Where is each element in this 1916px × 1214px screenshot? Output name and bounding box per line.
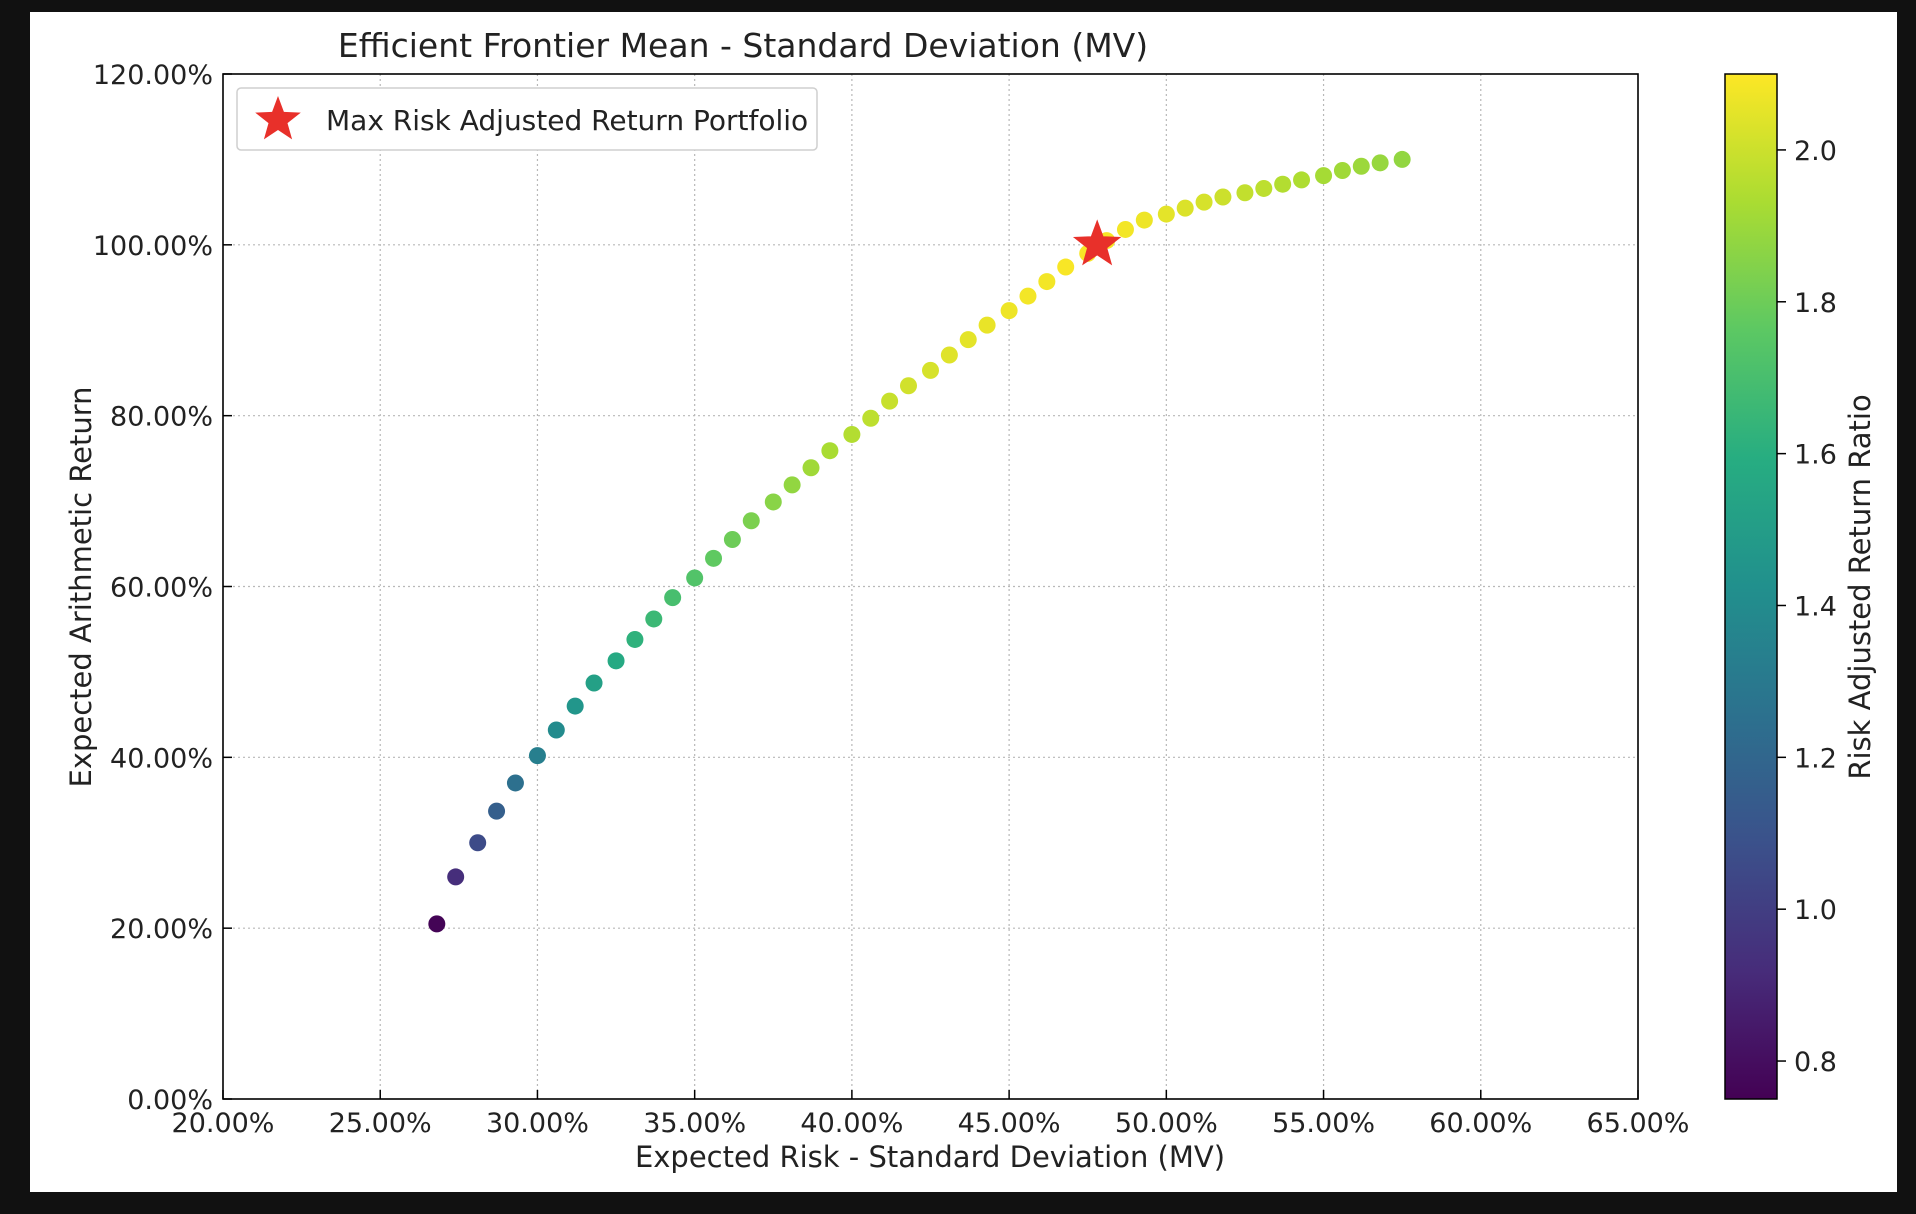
frontier-point [705,549,723,567]
x-tick-label: 45.00% [958,1108,1061,1139]
colorbar-tick-label: 0.8 [1794,1047,1837,1078]
x-tick-label: 40.00% [800,1108,903,1139]
colorbar-tick-label: 2.0 [1794,136,1837,167]
y-tick-label: 60.00% [110,573,213,604]
frontier-point [862,409,880,427]
x-tick-label: 30.00% [486,1108,589,1139]
max-risk-adjusted-portfolio-star [1072,219,1122,266]
frontier-point [1333,162,1351,180]
colorbar-tick-label: 1.2 [1794,743,1837,774]
frontier-point [428,915,446,933]
frontier-point [783,476,801,494]
frontier-point [1236,184,1254,202]
frontier-point [1352,157,1370,175]
colorbar-title: Risk Adjusted Return Ratio [1843,394,1877,779]
colorbar: 0.8 1.0 1.2 1.4 1.6 1.8 2.0 Risk Adjusted Retu… [1724,73,1877,1100]
frontier-point [469,834,487,852]
figure: Efficient Frontier Mean - Standard Devia… [30,12,1897,1192]
legend-box [236,87,818,151]
frontier-point [723,531,741,549]
y-tick-label: 0.00% [127,1085,213,1116]
frontier-point [1000,302,1018,320]
frontier-point [488,802,506,820]
frontier-point [645,610,663,628]
chart-title: Efficient Frontier Mean - Standard Devia… [338,26,1148,65]
y-tick-label: 40.00% [110,743,213,774]
frontier-points [428,150,1411,933]
frontier-point [802,459,820,477]
frontier-point [664,589,682,607]
frontier-point [764,493,782,511]
colorbar-gradient [1724,73,1778,1100]
x-tick-label: 65.00% [1587,1108,1690,1139]
frontier-point [1038,273,1056,291]
frontier-point [1293,171,1311,189]
frontier-point [1315,167,1333,185]
y-tick-label: 80.00% [110,402,213,433]
frontier-point [447,868,465,886]
frontier-point [843,425,861,443]
frontier-point [821,442,839,460]
x-axis-ticks: 20.00% 25.00% 30.00% 35.00% 40.00% 45.00% 50.0… [172,1090,1690,1139]
colorbar-tick-label: 1.0 [1794,895,1837,926]
colorbar-tick-label: 1.6 [1794,440,1837,471]
frontier-point [940,346,958,364]
frontier-point [881,392,899,410]
colorbar-ticks: 0.8 1.0 1.2 1.4 1.6 1.8 2.0 [1777,136,1837,1078]
y-axis-title: Expected Arithmetic Return [64,386,98,787]
frontier-point [1393,150,1411,168]
frontier-point [1116,220,1134,238]
frontier-point [528,747,546,765]
frontier-point [899,377,917,395]
plot-area-frame [222,73,1639,1100]
colorbar-tick-label: 1.8 [1794,288,1837,319]
frontier-point [1255,179,1273,197]
x-tick-label: 55.00% [1272,1108,1375,1139]
x-tick-label: 20.00% [172,1108,275,1139]
frontier-point [1274,175,1292,193]
frontier-point [607,652,625,670]
x-tick-label: 25.00% [329,1108,432,1139]
efficient-frontier-chart: Efficient Frontier Mean - Standard Devia… [64,26,1877,1174]
grid-lines [223,74,1638,1099]
frontier-point [585,674,603,692]
frontier-point [1214,188,1232,206]
colorbar-tick-label: 1.4 [1794,591,1837,622]
frontier-point [547,721,565,739]
x-tick-label: 35.00% [643,1108,746,1139]
frontier-point [1157,205,1175,223]
frontier-point [566,697,584,715]
frontier-point [922,361,939,379]
frontier-point [686,569,704,587]
frontier-point [1135,211,1153,229]
y-tick-label: 120.00% [93,60,213,91]
frontier-point [1195,193,1213,211]
frontier-point [978,316,996,334]
y-axis-ticks: 0.00% 20.00% 40.00% 60.00% 80.00% 100.00% 120.… [93,60,232,1116]
legend-label: Max Risk Adjusted Return Portfolio [326,104,808,137]
legend-star-icon [255,96,301,140]
frontier-point [506,774,524,792]
frontier-point [1057,258,1075,276]
frontier-point [1019,287,1037,305]
x-tick-label: 60.00% [1429,1108,1532,1139]
frontier-point [1176,199,1194,217]
frontier-point [742,512,760,530]
y-tick-label: 100.00% [93,231,213,262]
y-tick-label: 20.00% [110,914,213,945]
x-axis-title: Expected Risk - Standard Deviation (MV) [635,1140,1225,1174]
frontier-point [626,630,644,648]
x-tick-label: 50.00% [1115,1108,1218,1139]
frontier-point [959,331,977,349]
legend: Max Risk Adjusted Return Portfolio [236,87,818,151]
frontier-point [1371,154,1389,172]
